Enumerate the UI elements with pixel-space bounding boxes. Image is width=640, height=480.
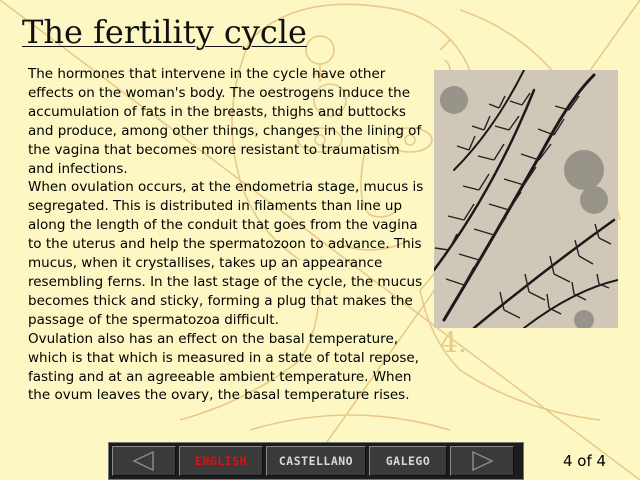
paragraph-ovulation-mucus: When ovulation occurs, at the endometria… — [28, 179, 424, 328]
paragraph-hormones: The hormones that intervene in the cycle… — [28, 66, 422, 177]
page-title: The fertility cycle — [22, 13, 307, 51]
navigation-bar: ENGLISH CASTELLANO GALEGO — [108, 442, 524, 480]
language-castellano-button[interactable]: CASTELLANO — [266, 446, 366, 476]
language-castellano-label: CASTELLANO — [278, 454, 354, 468]
svg-text:4.: 4. — [440, 326, 467, 359]
previous-page-button[interactable] — [112, 446, 176, 476]
left-triangle-icon — [132, 450, 154, 472]
fern-mucus-photo — [434, 70, 618, 328]
language-english-label: ENGLISH — [195, 454, 247, 468]
language-galego-label: GALEGO — [385, 454, 431, 468]
next-page-button[interactable] — [450, 446, 514, 476]
language-galego-button[interactable]: GALEGO — [369, 446, 447, 476]
article-body: The hormones that intervene in the cycle… — [28, 65, 428, 405]
right-triangle-icon — [472, 450, 494, 472]
paragraph-basal-temperature: Ovulation also has an effect on the basa… — [28, 330, 419, 404]
language-english-button[interactable]: ENGLISH — [179, 446, 263, 476]
page-indicator: 4 of 4 — [563, 452, 607, 470]
